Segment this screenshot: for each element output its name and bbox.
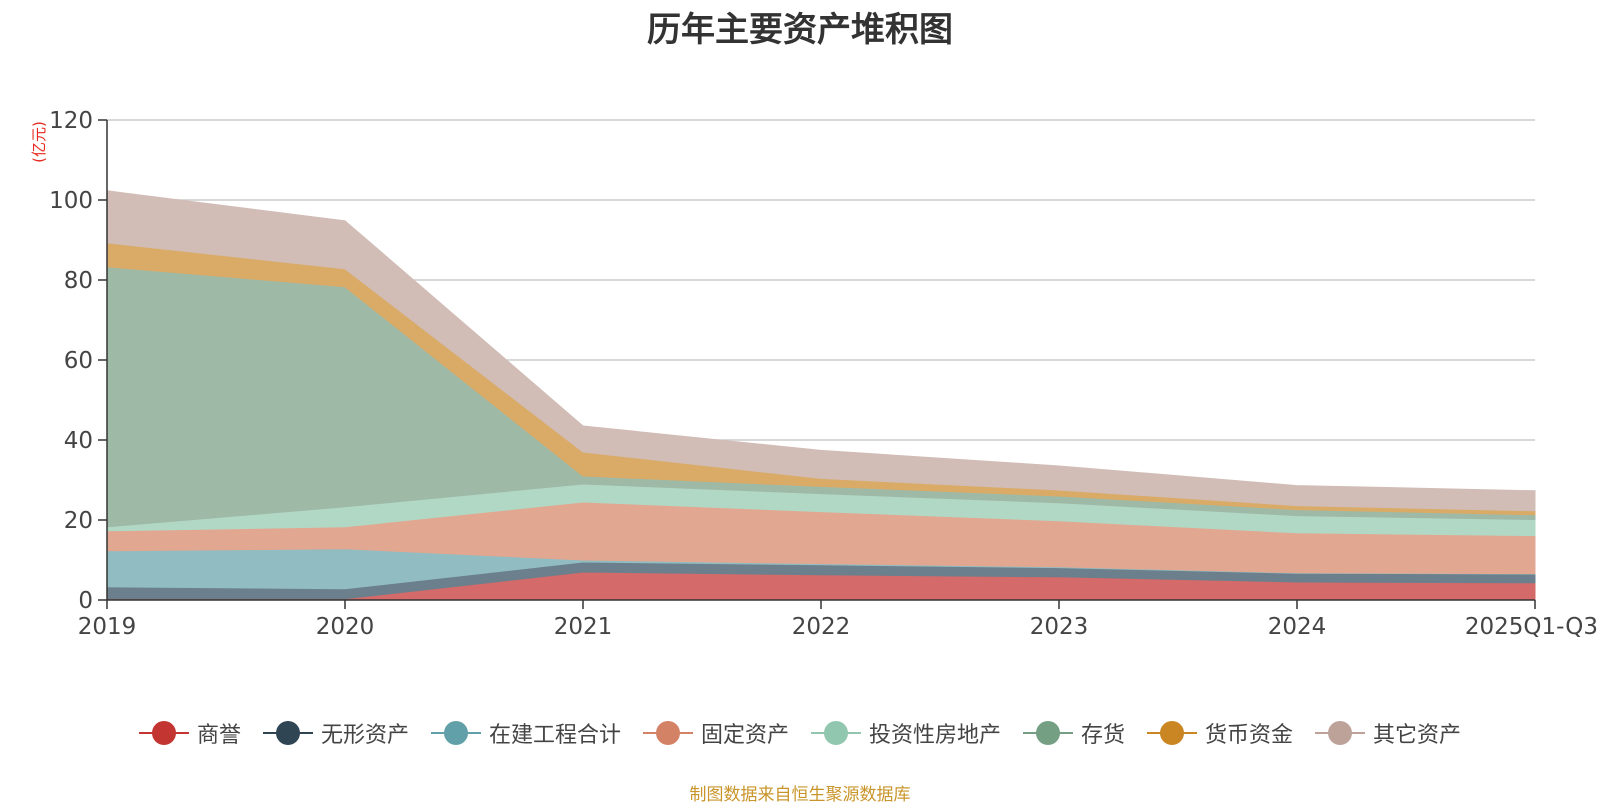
legend-label: 存货 xyxy=(1081,723,1126,748)
legend-label: 在建工程合计 xyxy=(488,723,621,748)
legend-label: 固定资产 xyxy=(700,723,789,748)
legend-swatch-icon xyxy=(430,721,481,745)
y-tick-label: 0 xyxy=(78,588,93,614)
legend-swatch-icon xyxy=(1315,721,1366,745)
legend-item-6[interactable]: 货币资金 xyxy=(1147,717,1293,749)
legend-label: 其它资产 xyxy=(1373,723,1462,748)
y-tick-label: 120 xyxy=(49,108,93,134)
x-tick-label: 2021 xyxy=(554,614,613,640)
y-axis-label: (亿元) xyxy=(30,121,48,163)
legend-swatch-icon xyxy=(642,721,693,745)
source-note: 制图数据来自恒生聚源数据库 xyxy=(689,785,911,805)
x-tick-label: 2023 xyxy=(1030,614,1089,640)
legend-swatch-icon xyxy=(138,721,189,745)
legend-swatch-icon xyxy=(262,721,313,745)
y-tick-label: 20 xyxy=(64,508,93,534)
y-tick-label: 40 xyxy=(64,428,93,454)
x-tick-label: 2025Q1-Q3 xyxy=(1465,614,1598,640)
legend-item-1[interactable]: 无形资产 xyxy=(262,717,409,749)
legend-label: 无形资产 xyxy=(320,723,409,748)
legend-swatch-icon xyxy=(1023,721,1074,745)
legend-swatch-icon xyxy=(811,721,861,745)
legend-label: 投资性房地产 xyxy=(869,723,1002,748)
y-tick-label: 80 xyxy=(64,268,93,294)
legend-item-2[interactable]: 在建工程合计 xyxy=(430,717,621,749)
legend-item-3[interactable]: 固定资产 xyxy=(642,717,789,749)
chart-title: 历年主要资产堆积图 xyxy=(647,10,953,50)
legend: 商誉 无形资产 在建工程合计 固定资产 投资性房地产 存货 货币资金 其它资产 xyxy=(0,717,1600,749)
legend-item-4[interactable]: 投资性房地产 xyxy=(811,717,1001,749)
x-tick-label: 2024 xyxy=(1268,614,1327,640)
x-tick-label: 2019 xyxy=(78,614,137,640)
area-series-7 xyxy=(106,190,1536,512)
x-tick-label: 2020 xyxy=(316,614,375,640)
legend-swatch-icon xyxy=(1147,721,1198,745)
legend-item-5[interactable]: 存货 xyxy=(1023,717,1125,749)
y-tick-label: 60 xyxy=(64,348,93,374)
x-tick-label: 2022 xyxy=(792,614,851,640)
area-series-group xyxy=(106,190,1536,601)
legend-item-0[interactable]: 商誉 xyxy=(138,717,241,749)
y-tick-label: 100 xyxy=(49,188,93,214)
legend-item-7[interactable]: 其它资产 xyxy=(1315,717,1461,749)
axes: 0 20 40 60 80 100 120 2019 2020 2021 2022 2023 2024 2… xyxy=(49,108,1598,640)
legend-label: 商誉 xyxy=(196,723,241,748)
legend-label: 货币资金 xyxy=(1205,723,1294,748)
